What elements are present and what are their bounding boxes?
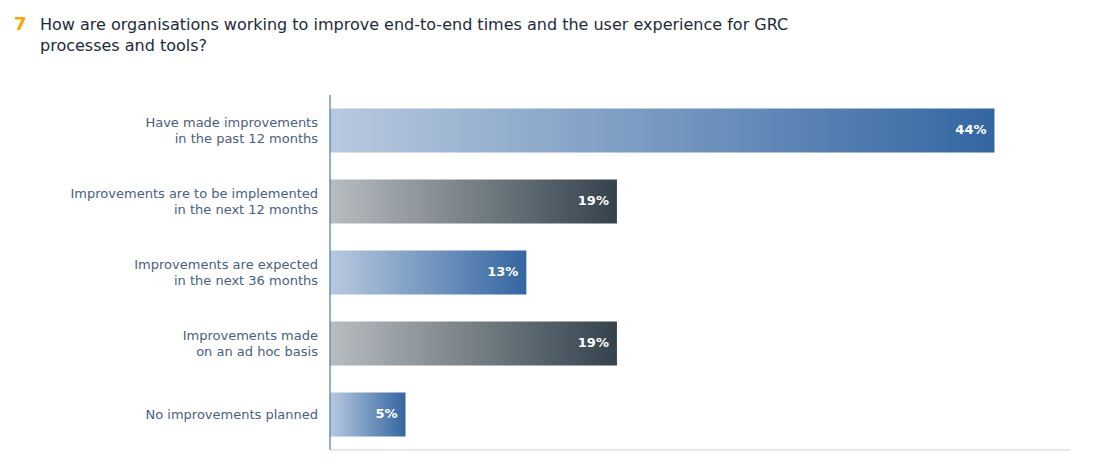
bar <box>330 392 406 436</box>
data-label: 19% <box>578 193 609 208</box>
data-label: 44% <box>955 122 986 137</box>
category-label: Improvements madeon an ad hoc basis <box>183 327 318 358</box>
chart-svg: 7 How are organisations working to improv… <box>0 0 1096 467</box>
labels: Have made improvementsin the past 12 mon… <box>71 114 987 421</box>
bar <box>330 250 526 294</box>
chart-container: 7 How are organisations working to improv… <box>0 0 1096 467</box>
bars <box>330 108 994 436</box>
y-axis-line <box>329 95 330 450</box>
x-axis-line <box>330 450 1070 451</box>
bar <box>330 179 617 223</box>
title-number: 7 <box>14 13 27 34</box>
category-label: Improvements are expectedin the next 36 … <box>134 256 318 287</box>
data-label: 13% <box>487 264 518 279</box>
category-label: Have made improvementsin the past 12 mon… <box>145 114 318 145</box>
bar <box>330 321 617 365</box>
data-label: 5% <box>375 406 397 421</box>
bar <box>330 108 994 152</box>
data-label: 19% <box>578 335 609 350</box>
chart-title: How are organisations working to improve… <box>40 15 788 55</box>
category-label: Improvements are to be implementedin the… <box>71 185 319 216</box>
category-label: No improvements planned <box>145 406 318 421</box>
